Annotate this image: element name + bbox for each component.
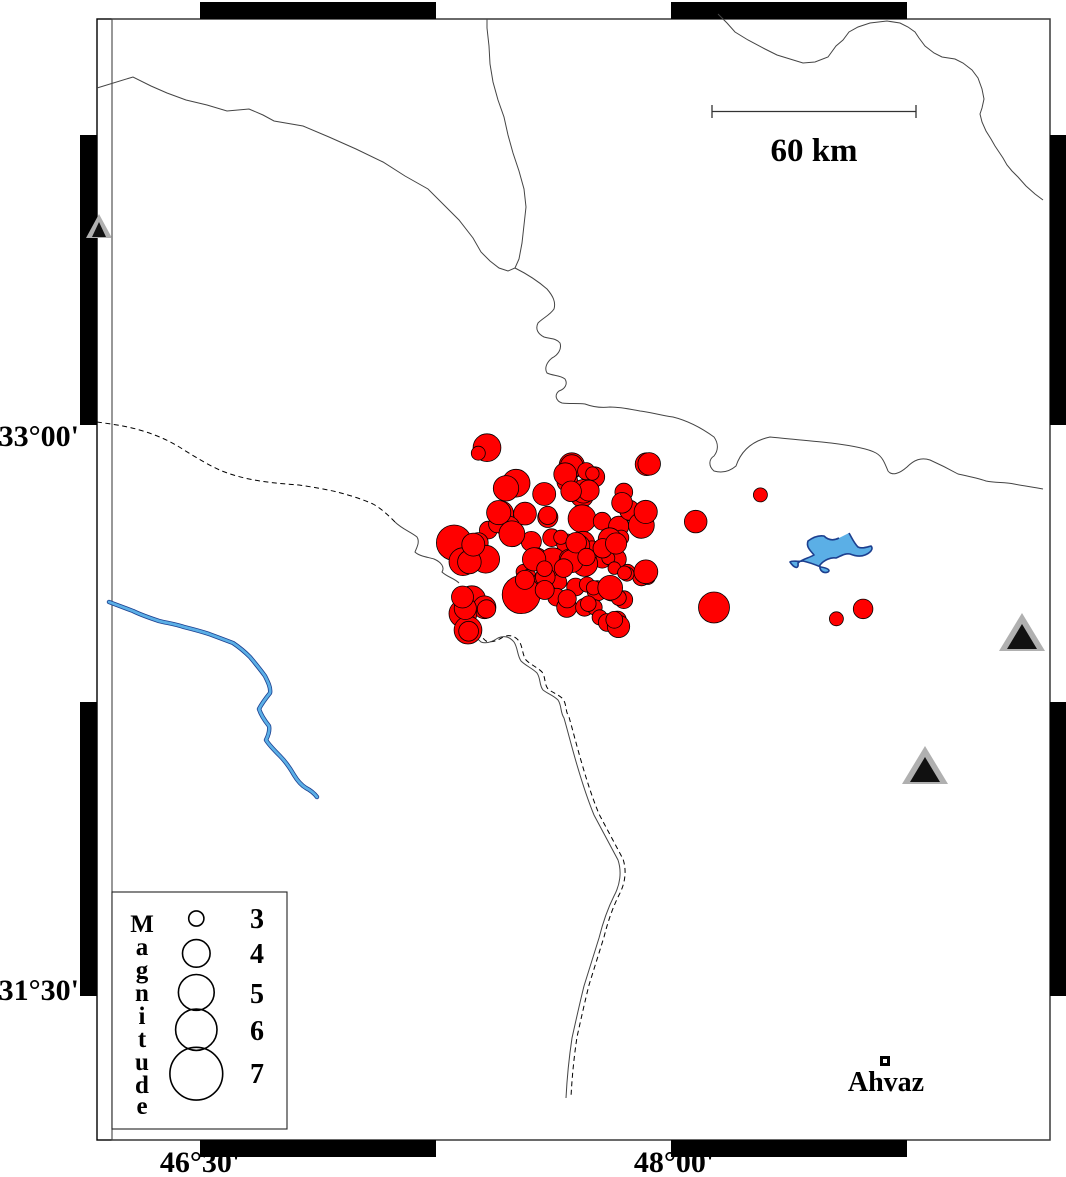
svg-text:5: 5 — [250, 979, 264, 1010]
svg-text:48°00': 48°00' — [634, 1146, 714, 1177]
svg-text:4: 4 — [250, 939, 264, 970]
svg-text:46°30': 46°30' — [160, 1146, 240, 1177]
svg-text:31°30': 31°30' — [0, 974, 79, 1007]
svg-text:Ahvaz: Ahvaz — [848, 1067, 924, 1098]
svg-text:3: 3 — [250, 904, 264, 935]
svg-text:7: 7 — [250, 1059, 264, 1090]
svg-text:e: e — [136, 1093, 147, 1120]
svg-text:60 km: 60 km — [770, 133, 857, 169]
svg-text:6: 6 — [250, 1016, 264, 1047]
svg-text:33°00': 33°00' — [0, 420, 79, 453]
